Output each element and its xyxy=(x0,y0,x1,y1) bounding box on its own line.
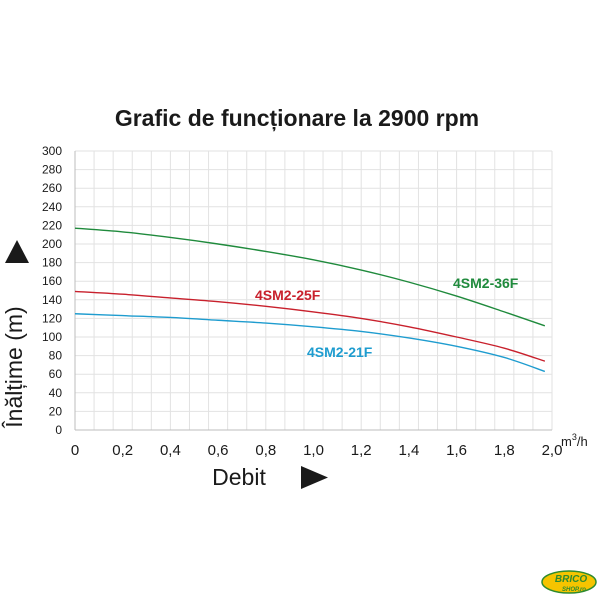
x-axis-unit: m3/h xyxy=(561,432,588,449)
y-tick-label: 200 xyxy=(42,237,62,251)
series-label-4sm2-36f: 4SM2-36F xyxy=(453,275,519,291)
y-axis-arrow-icon xyxy=(5,240,29,263)
y-tick-label: 100 xyxy=(42,330,62,344)
x-tick-label: 0,8 xyxy=(255,442,276,459)
grid xyxy=(74,150,553,431)
x-tick-label: 1,4 xyxy=(398,442,419,459)
x-axis-label: Debit xyxy=(212,464,266,490)
y-tick-label: 240 xyxy=(42,200,62,214)
series-line-4sm2-36f xyxy=(74,227,546,327)
y-tick-label: 120 xyxy=(42,311,62,325)
x-tick-label: 0,6 xyxy=(208,442,229,459)
y-tick-label: 20 xyxy=(49,404,63,418)
series-label-4sm2-21f: 4SM2-21F xyxy=(307,344,373,360)
y-tick-label: 220 xyxy=(42,218,62,232)
y-tick-label: 80 xyxy=(49,349,63,363)
logo-text-main: BRICO xyxy=(555,574,587,585)
x-axis-arrow-icon xyxy=(301,466,328,489)
chart-title: Grafic de funcționare la 2900 rpm xyxy=(115,105,479,132)
x-tick-label: 0,2 xyxy=(112,442,133,459)
x-tick-label: 1,6 xyxy=(446,442,467,459)
series-lines xyxy=(74,227,546,373)
y-tick-label: 160 xyxy=(42,274,62,288)
x-tick-label: 1,0 xyxy=(303,442,324,459)
y-tick-label: 140 xyxy=(42,293,62,307)
y-tick-label: 40 xyxy=(49,386,63,400)
logo-text-sub: SHOP.ro xyxy=(562,587,586,593)
series-line-4sm2-25f xyxy=(74,290,546,362)
x-tick-label: 0,4 xyxy=(160,442,181,459)
y-tick-label: 260 xyxy=(42,181,62,195)
x-tick-label: 2,0 xyxy=(542,442,563,459)
series-label-4sm2-25f: 4SM2-25F xyxy=(255,287,321,303)
plot-frame xyxy=(74,151,552,431)
x-axis-ticks: 0 0,2 0,4 0,6 0,8 1,0 1,2 1,4 1,6 1,8 2,0 xyxy=(71,442,563,459)
bricoshop-logo: BRICO SHOP.ro xyxy=(541,570,597,594)
y-tick-label: 0 xyxy=(55,423,62,437)
series-labels: 4SM2-36F 4SM2-25F 4SM2-21F xyxy=(255,275,519,360)
y-tick-label: 300 xyxy=(42,144,62,158)
y-axis-ticks: 0 20 40 60 80 100 120 140 160 180 200 220 240 260 280 3… xyxy=(42,144,62,437)
x-tick-label: 1,2 xyxy=(351,442,372,459)
x-tick-label: 0 xyxy=(71,442,79,459)
y-tick-label: 180 xyxy=(42,256,62,270)
y-tick-label: 280 xyxy=(42,163,62,177)
y-axis-label: Înălțime (m) xyxy=(1,306,27,428)
y-tick-label: 60 xyxy=(49,367,63,381)
x-tick-label: 1,8 xyxy=(494,442,515,459)
series-line-4sm2-21f xyxy=(74,313,546,373)
